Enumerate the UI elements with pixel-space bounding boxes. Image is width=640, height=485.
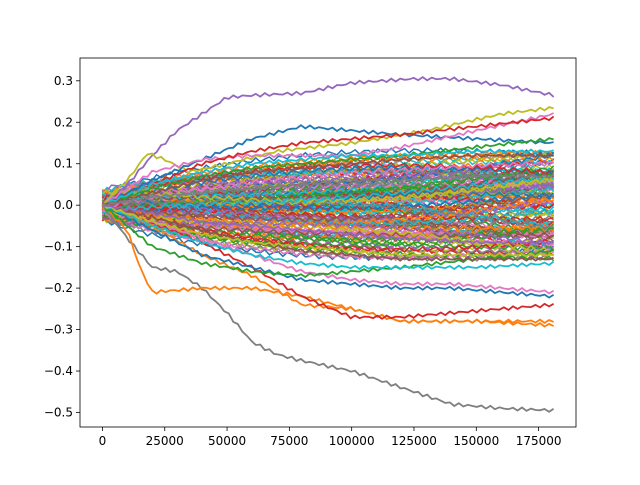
series-line-gray-mid	[101, 173, 555, 208]
x-tick-label: 100000	[329, 434, 375, 448]
series-line-red-low	[101, 203, 555, 320]
x-tick-label: 25000	[146, 434, 184, 448]
series-line-green-high	[101, 137, 554, 207]
y-tick-label: 0.1	[54, 157, 73, 171]
x-tick-label: 0	[99, 434, 107, 448]
series-line-brown-high	[101, 152, 554, 207]
series-line-pink-high	[102, 112, 554, 206]
series-layer	[101, 76, 555, 413]
x-tick-label: 175000	[516, 434, 562, 448]
series-line-blue-low	[101, 202, 555, 299]
x-tick-label: 150000	[453, 434, 499, 448]
series-line-cyan-low	[101, 202, 555, 271]
series-line-purple-high	[101, 76, 555, 208]
bundle-line	[101, 211, 554, 239]
x-tick-label: 75000	[270, 434, 308, 448]
bundle-line	[101, 178, 555, 201]
bundle-line	[102, 174, 555, 214]
bundle-line	[101, 190, 554, 229]
y-tick-label: −0.2	[44, 281, 73, 295]
bundle-line	[102, 197, 554, 231]
axis-layer: 0 25000 50000 75000 100000 125000 150000 175000…	[44, 74, 562, 448]
series-line-pink-low	[101, 202, 555, 295]
series-line-red-high	[102, 115, 555, 206]
bundle-line	[102, 152, 555, 209]
series-line-brown-low	[101, 203, 554, 262]
series-line-purple-mid	[102, 204, 554, 246]
series-line-orange-mid	[102, 205, 554, 324]
y-tick-label: −0.4	[44, 364, 73, 378]
x-tick-label: 125000	[391, 434, 437, 448]
plot-frame	[79, 57, 577, 428]
y-tick-label: −0.3	[44, 323, 73, 337]
y-tick-label: 0.0	[54, 198, 73, 212]
y-tick-label: 0.3	[54, 74, 73, 88]
bundle-line	[101, 192, 554, 224]
x-tick-label: 50000	[208, 434, 246, 448]
series-line-gray-low	[101, 203, 555, 413]
series-line-cyan-high	[102, 148, 554, 206]
bundle-line	[101, 160, 554, 216]
series-line-blue-high	[102, 124, 554, 206]
y-tick-label: −0.5	[44, 405, 73, 419]
series-line-olive-low	[101, 203, 554, 258]
y-tick-label: 0.2	[54, 115, 73, 129]
y-tick-label: −0.1	[44, 240, 73, 254]
